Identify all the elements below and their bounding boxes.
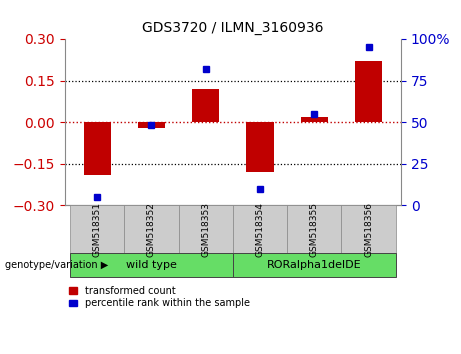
Text: GSM518353: GSM518353	[201, 202, 210, 257]
Text: wild type: wild type	[126, 260, 177, 270]
Text: GSM518356: GSM518356	[364, 202, 373, 257]
Text: GSM518352: GSM518352	[147, 202, 156, 257]
Legend: transformed count, percentile rank within the sample: transformed count, percentile rank withi…	[70, 286, 250, 308]
Text: GSM518355: GSM518355	[310, 202, 319, 257]
Text: genotype/variation ▶: genotype/variation ▶	[5, 260, 108, 270]
Text: RORalpha1delDE: RORalpha1delDE	[267, 260, 361, 270]
Bar	[301, 116, 328, 122]
Bar	[192, 89, 219, 122]
Bar	[83, 122, 111, 175]
Bar	[138, 122, 165, 128]
Text: GSM518351: GSM518351	[93, 202, 101, 257]
Bar	[355, 61, 382, 122]
Bar	[246, 122, 273, 172]
Text: GSM518354: GSM518354	[255, 202, 265, 257]
Title: GDS3720 / ILMN_3160936: GDS3720 / ILMN_3160936	[142, 21, 324, 35]
